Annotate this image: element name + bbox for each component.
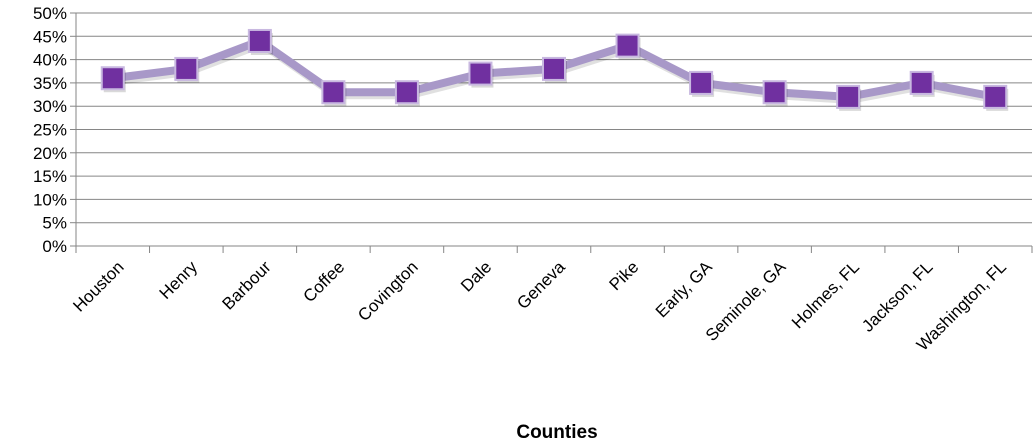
data-point [394, 80, 419, 105]
y-tick-label: 20% [33, 144, 67, 163]
y-tick-label: 30% [33, 97, 67, 116]
x-tick-label: Barbour [218, 257, 274, 313]
x-tick-label: Coffee [300, 257, 349, 306]
data-point [100, 66, 125, 91]
x-tick-label: Holmes, FL [788, 257, 863, 332]
y-tick-label: 50% [33, 4, 67, 23]
data-point [909, 70, 934, 95]
data-point [689, 70, 714, 95]
x-tick-label: Geneva [513, 257, 569, 313]
y-tick-labels: 0% 5% 10% 15% 20% 25% 30% 35% 40% 45% 50% [33, 4, 67, 256]
y-tick-label: 40% [33, 51, 67, 70]
y-tick-label: 25% [33, 121, 67, 140]
data-point [542, 56, 566, 81]
data-point [321, 80, 346, 105]
data-point [247, 28, 272, 53]
data-point [468, 61, 493, 86]
x-tick-label: Henry [156, 257, 202, 303]
x-tick-labels: Houston Henry Barbour Coffee Covington Dale Ge… [69, 257, 1010, 355]
y-tick-label: 5% [42, 214, 67, 233]
data-point [762, 80, 787, 105]
y-tick-label: 10% [33, 190, 67, 209]
series [100, 28, 1009, 111]
x-tick-label: Early, GA [652, 257, 716, 321]
x-tick-label: Houston [69, 257, 127, 315]
data-point [836, 84, 861, 109]
axes [70, 12, 1033, 253]
y-tick-label: 45% [33, 27, 67, 46]
data-point [174, 56, 199, 81]
x-tick-label: Covington [354, 257, 422, 325]
x-axis-title: Counties [516, 422, 597, 443]
x-tick-label: Dale [457, 257, 495, 295]
data-point [615, 33, 640, 58]
gridlines [76, 12, 1032, 247]
x-tick-label: Jackson, FL [858, 257, 936, 335]
data-point [983, 84, 1008, 109]
y-tick-label: 35% [33, 74, 67, 93]
y-tick-label: 0% [42, 237, 67, 256]
x-tick-label: Pike [606, 257, 643, 294]
y-tick-label: 15% [33, 167, 67, 186]
